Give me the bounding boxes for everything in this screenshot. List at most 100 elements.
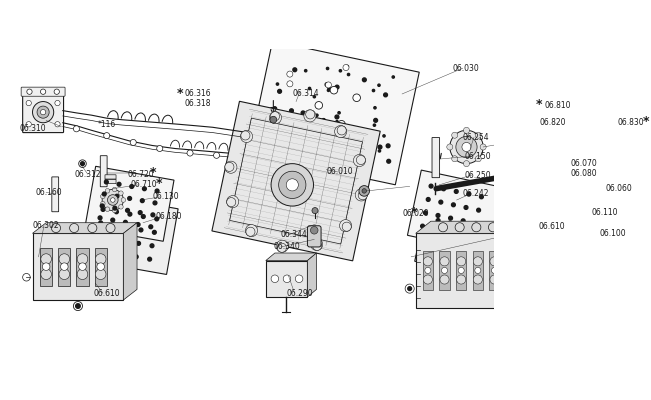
- Text: *: *: [150, 166, 156, 179]
- Text: 06.100: 06.100: [599, 229, 626, 238]
- Text: 06.610: 06.610: [538, 222, 565, 231]
- Circle shape: [363, 78, 367, 82]
- Circle shape: [302, 135, 305, 137]
- Circle shape: [441, 268, 447, 274]
- Circle shape: [305, 70, 307, 72]
- Circle shape: [304, 110, 316, 122]
- Circle shape: [268, 108, 272, 112]
- Circle shape: [358, 191, 367, 200]
- Circle shape: [311, 226, 318, 234]
- Circle shape: [88, 224, 97, 232]
- Circle shape: [74, 302, 83, 310]
- Circle shape: [77, 254, 88, 264]
- Circle shape: [442, 251, 445, 254]
- Circle shape: [152, 230, 156, 234]
- Circle shape: [97, 263, 104, 270]
- Circle shape: [306, 146, 309, 148]
- Circle shape: [271, 164, 314, 206]
- Circle shape: [473, 275, 482, 284]
- Circle shape: [452, 156, 458, 162]
- Circle shape: [346, 66, 348, 68]
- Circle shape: [55, 122, 60, 127]
- Circle shape: [473, 257, 482, 266]
- Circle shape: [130, 185, 133, 188]
- Polygon shape: [212, 101, 380, 261]
- Circle shape: [356, 156, 365, 164]
- Circle shape: [464, 127, 469, 133]
- Text: 06.312: 06.312: [75, 170, 102, 179]
- Circle shape: [456, 257, 465, 266]
- Circle shape: [490, 257, 499, 266]
- Circle shape: [353, 154, 365, 166]
- Circle shape: [421, 224, 424, 228]
- Circle shape: [458, 268, 464, 274]
- Circle shape: [96, 234, 100, 238]
- Circle shape: [408, 287, 411, 290]
- Circle shape: [480, 244, 484, 247]
- Circle shape: [340, 220, 352, 232]
- Circle shape: [362, 189, 367, 193]
- Circle shape: [225, 161, 237, 173]
- Text: 06.310: 06.310: [20, 124, 46, 132]
- Circle shape: [59, 254, 70, 264]
- Text: *: *: [643, 116, 650, 128]
- Circle shape: [41, 254, 51, 264]
- Circle shape: [454, 253, 458, 257]
- Polygon shape: [439, 251, 450, 290]
- Circle shape: [79, 160, 87, 168]
- Circle shape: [462, 219, 465, 223]
- Circle shape: [79, 263, 87, 270]
- Circle shape: [105, 207, 110, 212]
- Circle shape: [292, 117, 296, 121]
- Circle shape: [241, 131, 250, 140]
- Polygon shape: [510, 221, 525, 308]
- Circle shape: [124, 220, 128, 224]
- Circle shape: [335, 126, 347, 138]
- Circle shape: [292, 127, 294, 129]
- Circle shape: [314, 157, 316, 159]
- Circle shape: [33, 102, 54, 123]
- Circle shape: [26, 100, 31, 106]
- Circle shape: [329, 142, 331, 144]
- Circle shape: [76, 304, 80, 308]
- Circle shape: [270, 134, 274, 137]
- Circle shape: [450, 130, 483, 164]
- Circle shape: [110, 237, 114, 240]
- Circle shape: [303, 124, 311, 132]
- Circle shape: [386, 144, 390, 148]
- FancyBboxPatch shape: [23, 95, 64, 132]
- Text: 06.302: 06.302: [33, 221, 59, 230]
- Circle shape: [353, 94, 361, 102]
- Text: 06.250: 06.250: [464, 170, 491, 180]
- Circle shape: [480, 144, 486, 150]
- Text: 06.080: 06.080: [570, 169, 597, 178]
- Text: 06.070: 06.070: [570, 159, 597, 168]
- Circle shape: [325, 83, 329, 86]
- Circle shape: [227, 196, 239, 208]
- Circle shape: [458, 232, 462, 236]
- Circle shape: [337, 126, 346, 135]
- Circle shape: [378, 84, 380, 86]
- Circle shape: [490, 275, 499, 284]
- Polygon shape: [85, 166, 174, 241]
- Circle shape: [95, 269, 106, 280]
- Circle shape: [423, 275, 432, 284]
- Circle shape: [335, 85, 339, 89]
- Text: 06.130: 06.130: [152, 192, 179, 202]
- Circle shape: [104, 132, 110, 139]
- Circle shape: [436, 214, 440, 217]
- Circle shape: [117, 182, 121, 186]
- Circle shape: [383, 93, 387, 97]
- Circle shape: [51, 224, 61, 232]
- Circle shape: [271, 275, 279, 282]
- Circle shape: [464, 161, 469, 167]
- Polygon shape: [58, 248, 70, 286]
- Circle shape: [157, 146, 163, 152]
- Text: 06.710: 06.710: [131, 180, 158, 189]
- Text: 06.318: 06.318: [185, 98, 211, 108]
- Circle shape: [130, 140, 136, 146]
- Circle shape: [143, 187, 146, 191]
- Circle shape: [141, 199, 144, 202]
- Polygon shape: [76, 248, 89, 286]
- FancyBboxPatch shape: [307, 226, 321, 247]
